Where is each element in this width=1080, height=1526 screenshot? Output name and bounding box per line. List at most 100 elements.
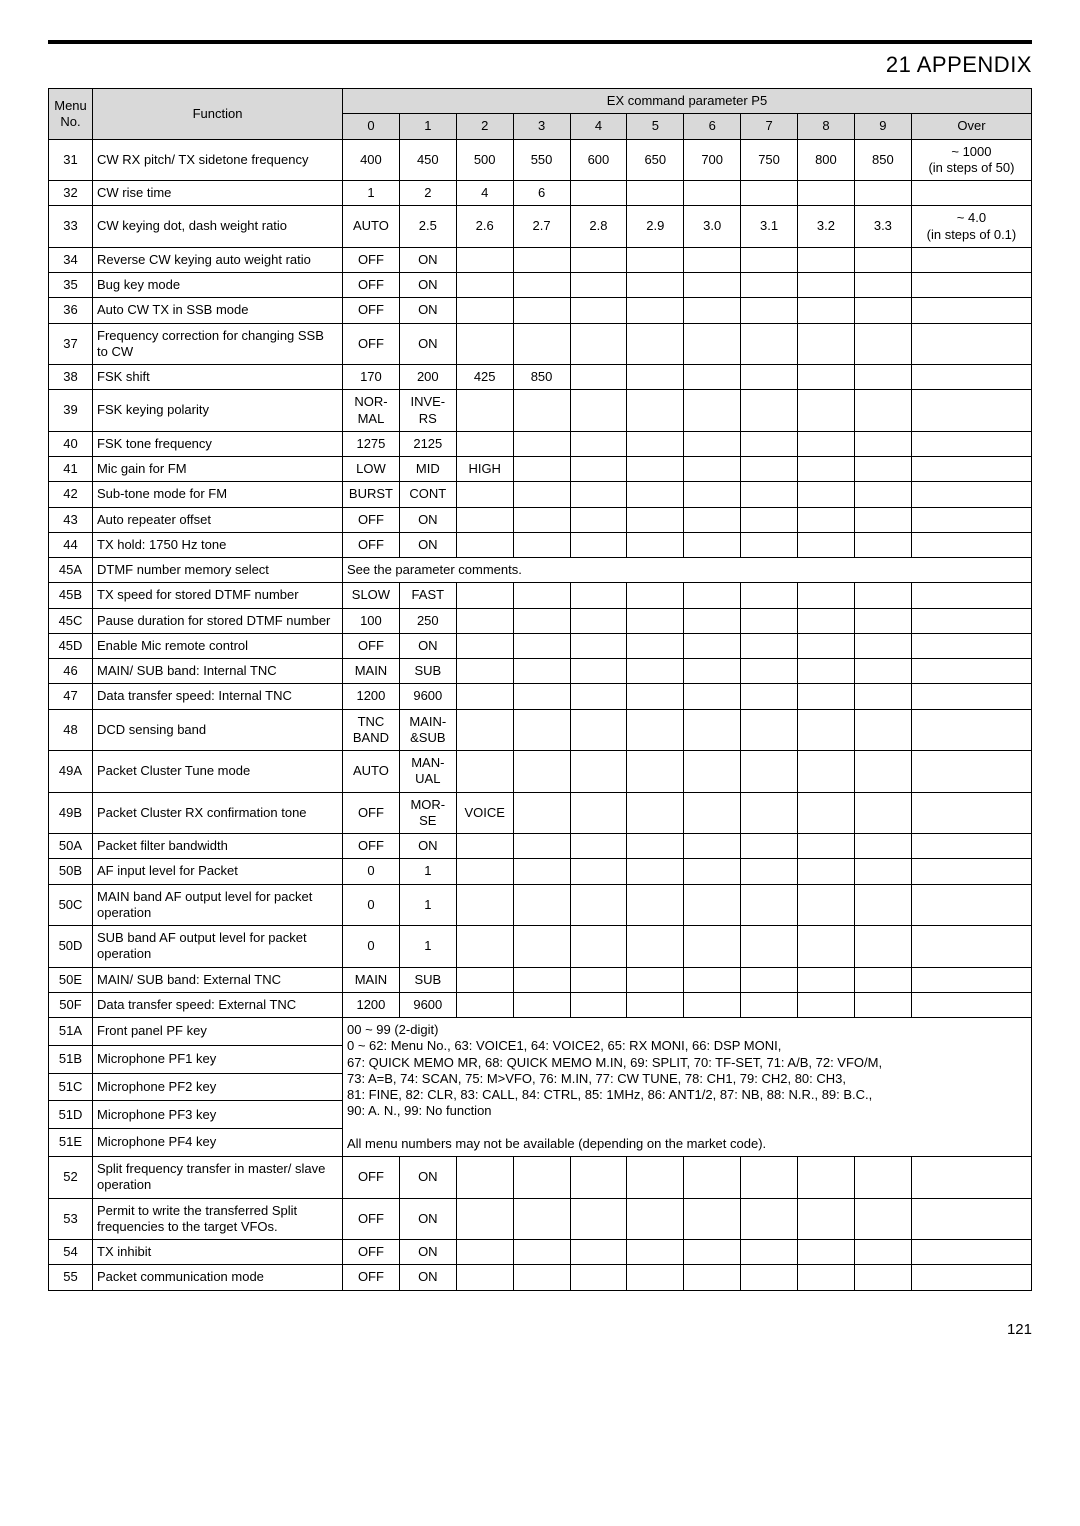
cell-menu-no: 39 bbox=[49, 390, 93, 432]
cell-over bbox=[911, 532, 1031, 557]
cell-function: AF input level for Packet bbox=[93, 859, 343, 884]
cell-value: 0 bbox=[343, 884, 400, 926]
cell-value bbox=[684, 633, 741, 658]
cell-value: OFF bbox=[343, 633, 400, 658]
cell-value bbox=[798, 1157, 855, 1199]
cell-value bbox=[627, 583, 684, 608]
table-row: 50CMAIN band AF output level for packet … bbox=[49, 884, 1032, 926]
cell-value bbox=[684, 457, 741, 482]
cell-function: FSK keying polarity bbox=[93, 390, 343, 432]
cell-value bbox=[570, 834, 627, 859]
cell-value bbox=[513, 273, 570, 298]
cell-value bbox=[456, 709, 513, 751]
cell-value: 650 bbox=[627, 139, 684, 181]
table-row: 50DSUB band AF output level for packet o… bbox=[49, 926, 1032, 968]
cell-value: MAIN- &SUB bbox=[399, 709, 456, 751]
cell-value: OFF bbox=[343, 1157, 400, 1199]
cell-over bbox=[911, 583, 1031, 608]
cell-over bbox=[911, 709, 1031, 751]
cell-value bbox=[570, 751, 627, 793]
cell-menu-no: 50E bbox=[49, 967, 93, 992]
cell-function: TX hold: 1750 Hz tone bbox=[93, 532, 343, 557]
cell-value bbox=[513, 859, 570, 884]
cell-value bbox=[684, 751, 741, 793]
cell-value bbox=[854, 1265, 911, 1290]
cell-function: Microphone PF4 key bbox=[93, 1129, 343, 1157]
cell-menu-no: 50D bbox=[49, 926, 93, 968]
cell-value bbox=[627, 507, 684, 532]
cell-value bbox=[854, 884, 911, 926]
cell-value bbox=[741, 792, 798, 834]
cell-value bbox=[513, 659, 570, 684]
cell-value bbox=[798, 633, 855, 658]
th-function: Function bbox=[93, 89, 343, 140]
cell-value bbox=[456, 834, 513, 859]
table-row: 49BPacket Cluster RX confirmation toneOF… bbox=[49, 792, 1032, 834]
table-row: 32CW rise time1246 bbox=[49, 181, 1032, 206]
cell-value bbox=[684, 1240, 741, 1265]
cell-value: 500 bbox=[456, 139, 513, 181]
cell-value: 6 bbox=[513, 181, 570, 206]
cell-menu-no: 40 bbox=[49, 431, 93, 456]
cell-value bbox=[513, 298, 570, 323]
cell-menu-no: 52 bbox=[49, 1157, 93, 1199]
cell-over bbox=[911, 181, 1031, 206]
cell-over bbox=[911, 633, 1031, 658]
cell-value: NOR- MAL bbox=[343, 390, 400, 432]
cell-over bbox=[911, 323, 1031, 365]
table-row: 42Sub-tone mode for FMBURSTCONT bbox=[49, 482, 1032, 507]
cell-value bbox=[456, 1240, 513, 1265]
cell-value: OFF bbox=[343, 273, 400, 298]
cell-value bbox=[854, 709, 911, 751]
cell-value: OFF bbox=[343, 323, 400, 365]
cell-menu-no: 55 bbox=[49, 1265, 93, 1290]
table-row: 38FSK shift170200425850 bbox=[49, 365, 1032, 390]
cell-value: 170 bbox=[343, 365, 400, 390]
cell-value bbox=[684, 365, 741, 390]
cell-value bbox=[854, 583, 911, 608]
cell-menu-no: 35 bbox=[49, 273, 93, 298]
cell-menu-no: 50B bbox=[49, 859, 93, 884]
cell-over bbox=[911, 751, 1031, 793]
cell-over bbox=[911, 659, 1031, 684]
cell-value bbox=[741, 1198, 798, 1240]
cell-value bbox=[741, 532, 798, 557]
cell-value bbox=[513, 633, 570, 658]
table-row: 43Auto repeater offsetOFFON bbox=[49, 507, 1032, 532]
cell-value bbox=[798, 583, 855, 608]
cell-function: CW RX pitch/ TX sidetone frequency bbox=[93, 139, 343, 181]
cell-value bbox=[456, 884, 513, 926]
cell-value: ON bbox=[399, 323, 456, 365]
cell-value bbox=[456, 482, 513, 507]
cell-function: Packet communication mode bbox=[93, 1265, 343, 1290]
cell-value bbox=[798, 926, 855, 968]
th-col-5: 5 bbox=[627, 114, 684, 139]
cell-function: Auto CW TX in SSB mode bbox=[93, 298, 343, 323]
cell-value: 2.5 bbox=[399, 206, 456, 248]
cell-value: 1 bbox=[399, 884, 456, 926]
cell-value bbox=[627, 684, 684, 709]
cell-value bbox=[854, 273, 911, 298]
cell-value bbox=[513, 792, 570, 834]
table-row: 46MAIN/ SUB band: Internal TNCMAINSUB bbox=[49, 659, 1032, 684]
cell-value bbox=[627, 1157, 684, 1199]
cell-over bbox=[911, 1198, 1031, 1240]
cell-value bbox=[627, 482, 684, 507]
cell-value bbox=[741, 583, 798, 608]
cell-value bbox=[798, 967, 855, 992]
cell-value: ON bbox=[399, 1198, 456, 1240]
cell-value: INVE- RS bbox=[399, 390, 456, 432]
cell-function: SUB band AF output level for packet oper… bbox=[93, 926, 343, 968]
cell-value bbox=[627, 181, 684, 206]
cell-value: MAN- UAL bbox=[399, 751, 456, 793]
cell-value bbox=[513, 926, 570, 968]
cell-value bbox=[741, 1240, 798, 1265]
cell-value: 200 bbox=[399, 365, 456, 390]
cell-value bbox=[854, 1240, 911, 1265]
cell-value bbox=[627, 967, 684, 992]
th-col-6: 6 bbox=[684, 114, 741, 139]
cell-value bbox=[513, 247, 570, 272]
cell-value bbox=[513, 390, 570, 432]
cell-value: 550 bbox=[513, 139, 570, 181]
cell-value: 3.2 bbox=[798, 206, 855, 248]
